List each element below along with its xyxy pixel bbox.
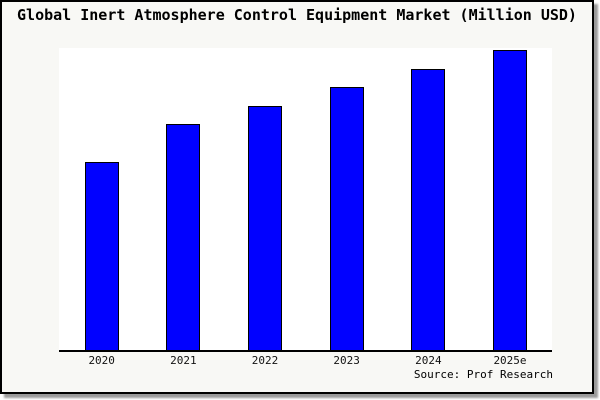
bar-2022 bbox=[248, 105, 283, 350]
x-tick-label-2024: 2024 bbox=[415, 354, 442, 367]
chart-title: Global Inert Atmosphere Control Equipmen… bbox=[17, 6, 577, 24]
x-tick-label-2021: 2021 bbox=[170, 354, 197, 367]
bar-2021 bbox=[166, 124, 201, 350]
chart-figure: Global Inert Atmosphere Control Equipmen… bbox=[0, 0, 594, 394]
bar-2020 bbox=[84, 161, 119, 350]
x-tick-label-2023: 2023 bbox=[333, 354, 360, 367]
x-tick-label-2022: 2022 bbox=[251, 354, 279, 367]
x-tick-label-2020: 2020 bbox=[88, 354, 115, 367]
bar-2025e bbox=[493, 50, 527, 350]
bar-2024 bbox=[411, 68, 446, 350]
source-attribution: Source: Prof Research bbox=[413, 368, 553, 381]
bar-2023 bbox=[329, 86, 364, 350]
plot-area bbox=[59, 48, 552, 352]
x-tick-label-2025e: 2025e bbox=[493, 354, 527, 367]
